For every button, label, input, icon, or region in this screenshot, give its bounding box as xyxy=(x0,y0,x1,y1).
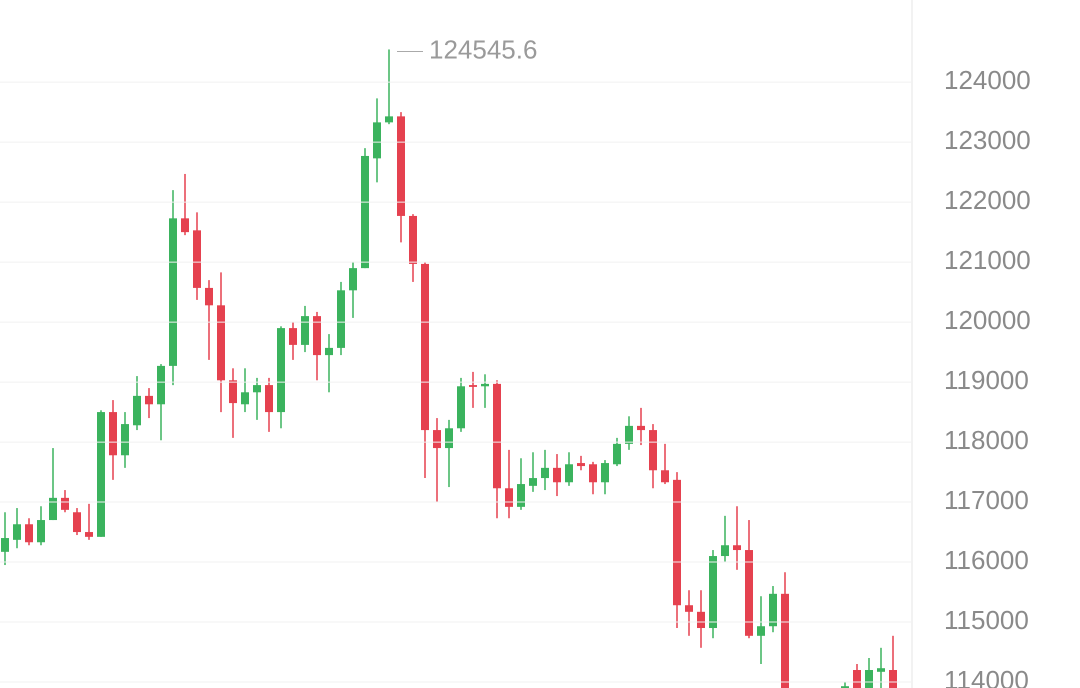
candle-body xyxy=(97,412,105,537)
candle-body xyxy=(325,347,333,356)
y-tick-label: 118000 xyxy=(944,425,1029,455)
candle-body xyxy=(565,464,573,483)
candle-body xyxy=(229,380,237,404)
y-tick-label: 124000 xyxy=(944,65,1031,95)
candle-body xyxy=(301,316,309,345)
candle-body xyxy=(697,611,705,629)
candle-body xyxy=(709,556,717,629)
candle-body xyxy=(553,467,561,483)
candle-body xyxy=(421,263,429,431)
candle-body xyxy=(529,478,537,486)
candle-body xyxy=(217,305,225,381)
candle-body xyxy=(649,430,657,471)
candle-body xyxy=(517,484,525,507)
candle-body xyxy=(169,218,177,366)
candle-body xyxy=(145,395,153,405)
candle-body xyxy=(733,545,741,551)
candle-body xyxy=(577,463,585,467)
candle-body xyxy=(241,392,249,405)
y-tick-label: 120000 xyxy=(944,305,1031,335)
candle-body xyxy=(625,425,633,444)
y-tick-label: 114000 xyxy=(944,665,1029,688)
candle-body xyxy=(409,215,417,264)
candle-body xyxy=(109,412,117,456)
candle-body xyxy=(1,538,9,552)
candle-body xyxy=(313,316,321,356)
candle-body xyxy=(661,470,669,483)
candle-body xyxy=(541,467,549,479)
candle-body xyxy=(361,155,369,269)
candle-body xyxy=(337,290,345,348)
candle-body xyxy=(685,605,693,612)
candle-body xyxy=(457,386,465,429)
candle-body xyxy=(841,686,849,688)
y-tick-label: 121000 xyxy=(944,245,1031,275)
candle-body xyxy=(157,365,165,405)
candle-body xyxy=(601,463,609,483)
candle-body xyxy=(865,670,873,688)
candle-body xyxy=(49,497,57,521)
candle-body xyxy=(877,668,885,672)
candle-body xyxy=(469,385,477,387)
candle-body xyxy=(445,428,453,449)
candle-body xyxy=(277,328,285,413)
candle-body xyxy=(349,268,357,291)
candle-body xyxy=(289,328,297,345)
candle-body xyxy=(781,593,789,688)
candle-body xyxy=(73,512,81,533)
plot-area xyxy=(1,49,897,688)
candle-body xyxy=(673,479,681,606)
candle-body xyxy=(769,593,777,627)
candle-body xyxy=(181,218,189,233)
candle-body xyxy=(889,670,897,688)
y-tick-label: 116000 xyxy=(944,545,1029,575)
y-tick-label: 123000 xyxy=(944,125,1031,155)
candle-body xyxy=(505,488,513,507)
candle-body xyxy=(373,122,381,159)
candle-body xyxy=(61,497,69,510)
max-label: 124545.6 xyxy=(429,34,537,64)
candle-body xyxy=(121,424,129,456)
candle-body xyxy=(133,395,141,426)
candle-body xyxy=(13,524,21,540)
candle-body xyxy=(721,545,729,557)
candle-body xyxy=(205,287,213,306)
candle-body xyxy=(493,383,501,489)
candle-body xyxy=(25,524,33,543)
y-tick-label: 119000 xyxy=(944,365,1029,395)
candle-body xyxy=(433,430,441,449)
candle-body xyxy=(481,383,489,387)
y-tick-label: 117000 xyxy=(944,485,1029,515)
candle-body xyxy=(637,425,645,431)
candle-body xyxy=(613,443,621,465)
candle-body xyxy=(385,116,393,123)
candle-body xyxy=(253,385,261,393)
y-tick-label: 122000 xyxy=(944,185,1031,215)
candle-body xyxy=(589,464,597,483)
candle-body xyxy=(397,116,405,216)
candle-body xyxy=(745,550,753,636)
candle-body xyxy=(265,385,273,413)
candle-body xyxy=(853,670,861,688)
candle-body xyxy=(757,626,765,636)
candle-body xyxy=(37,520,45,543)
candle-body xyxy=(193,230,201,288)
candle-body xyxy=(85,532,93,537)
y-tick-label: 115000 xyxy=(944,605,1029,635)
